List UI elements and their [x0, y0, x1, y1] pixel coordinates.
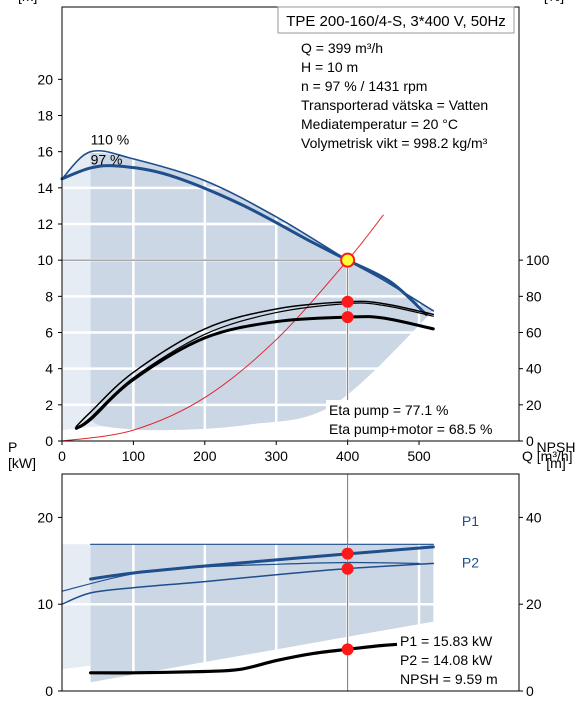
p1-value-label: P1 = 15.83 kW — [400, 633, 493, 649]
duty-point-marker — [341, 643, 354, 656]
y-axis-label-right: NPSH — [537, 439, 576, 455]
curve-label: P2 — [462, 555, 479, 571]
y-tick-label-left: 4 — [45, 361, 53, 377]
y-tick-label-left: 18 — [37, 108, 53, 124]
info-box: TPE 200-160/4-S, 3*400 V, 50Hz Q = 399 m… — [277, 6, 515, 154]
y-tick-label-right: 20 — [526, 397, 542, 413]
y-tick-label-left: 2 — [45, 397, 53, 413]
info-line: Mediatemperatur = 20 °C — [301, 116, 458, 132]
duty-point-marker — [340, 252, 356, 268]
npsh-value-label: NPSH = 9.59 m — [400, 671, 498, 687]
x-axis-label: Q [m³/h] — [522, 448, 573, 464]
y-tick-label-right: 40 — [526, 509, 542, 525]
y-tick-label-right: 20 — [526, 596, 542, 612]
plot-frame — [61, 473, 520, 692]
y-axis-label-left: P — [8, 439, 17, 455]
y-tick-label-right: 100 — [526, 252, 550, 268]
x-tick-label: 400 — [336, 448, 360, 464]
y-tick-label-left: 0 — [45, 433, 53, 449]
info-title-frame — [277, 6, 515, 34]
x-tick-label: 300 — [265, 448, 289, 464]
y-axis-label-right-unit: [%] — [544, 0, 564, 4]
y-tick-label-right: 80 — [526, 288, 542, 304]
y-tick-label-left: 16 — [37, 144, 53, 160]
series-line-p1 — [89, 545, 435, 581]
power-box-background — [397, 631, 501, 689]
eta-pump-motor-label: Eta pump+motor = 68.5 % — [329, 421, 492, 437]
curve-label: P1 — [462, 513, 479, 529]
y-tick-label-left: 12 — [37, 216, 53, 232]
y-tick-label-left: 20 — [37, 71, 53, 87]
series-line-npsh — [89, 641, 421, 675]
curve-label: 110 % — [91, 131, 130, 147]
y-tick-label-left: 8 — [45, 288, 53, 304]
duty-point-marker — [341, 295, 354, 308]
eta-pump-label: Eta pump = 77.1 % — [329, 402, 448, 418]
y-tick-label-right: 0 — [526, 683, 534, 699]
info-title: TPE 200-160/4-S, 3*400 V, 50Hz — [286, 13, 506, 30]
y-tick-label-left: 0 — [45, 683, 53, 699]
info-line: Volymetrisk vikt = 998.2 kg/m³ — [301, 135, 488, 151]
x-tick-label: 200 — [193, 448, 217, 464]
efficiency-box-background — [326, 400, 496, 439]
x-tick-label: 500 — [407, 448, 431, 464]
y-axis-label-right-unit: [m] — [546, 455, 565, 471]
y-tick-label-right: 0 — [526, 433, 534, 449]
y-axis-label-left-unit: [kW] — [8, 455, 36, 471]
info-line: Transporterad vätska = Vatten — [301, 97, 488, 113]
power-box: P1 = 15.83 kW P2 = 14.08 kW NPSH = 9.59 … — [397, 631, 501, 689]
x-tick-label: 0 — [58, 448, 66, 464]
y-axis-label-left-unit: [m] — [18, 0, 37, 4]
series-line-eta — [74, 315, 435, 430]
series-line-p-mid — [61, 561, 420, 592]
y-tick-label-left: 14 — [37, 180, 53, 196]
duty-point-marker — [341, 547, 354, 560]
info-line: H = 10 m — [301, 59, 358, 75]
curve-label: 97 % — [91, 151, 123, 167]
p2-value-label: P2 = 14.08 kW — [400, 652, 493, 668]
duty-point-marker — [341, 562, 354, 575]
series-line-head — [60, 164, 428, 316]
info-line: Q = 399 m³/h — [301, 40, 383, 56]
y-tick-label-right: 60 — [526, 325, 542, 341]
x-tick-label: 100 — [122, 448, 146, 464]
series-line-head — [61, 149, 435, 312]
duty-point-marker — [341, 311, 354, 324]
y-tick-label-right: 40 — [526, 361, 542, 377]
y-tick-label-left: 20 — [37, 509, 53, 525]
info-line: n = 97 % / 1431 rpm — [301, 78, 427, 94]
info-box-background — [278, 33, 514, 154]
y-tick-label-left: 6 — [45, 325, 53, 341]
y-tick-label-left: 10 — [37, 252, 53, 268]
efficiency-box: Eta pump = 77.1 % Eta pump+motor = 68.5 … — [326, 400, 496, 439]
series-line-eta — [75, 300, 435, 428]
y-tick-label-left: 10 — [37, 596, 53, 612]
